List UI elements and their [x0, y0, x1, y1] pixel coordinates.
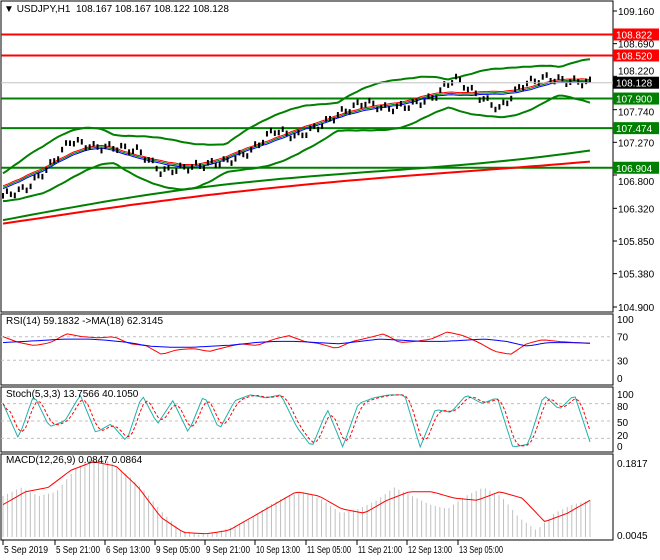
bollinger-upper: [2, 58, 591, 175]
panel-0: [0, 0, 614, 313]
price-tick-label: 108.690: [618, 39, 655, 50]
price-tick-label: 106.800: [618, 177, 655, 188]
time-label: 5 Sep 2019: [4, 545, 48, 556]
price-tick-label: 107.740: [618, 108, 655, 119]
current-price-label: 108.128: [616, 79, 653, 90]
macd-axis-label: 0.0045: [617, 531, 648, 542]
time-label: 9 Sep 05:00: [156, 545, 200, 556]
level-tag-label: 106.904: [616, 164, 653, 175]
time-label: 10 Sep 13:00: [256, 545, 300, 556]
rsi-ma-line: [2, 338, 591, 348]
rsi-line: [2, 331, 591, 355]
stoch-axis-label: 100: [617, 390, 634, 401]
price-tick-label: 106.320: [618, 204, 655, 215]
rsi-axis-label: 70: [617, 333, 629, 344]
time-label: 9 Sep 21:00: [206, 545, 250, 556]
price-tick-label: 104.900: [618, 303, 655, 314]
stoch-axis-label: 0: [617, 442, 623, 453]
symbol-label: USDJPY,H1: [16, 4, 71, 15]
price-tick-label: 109.160: [618, 7, 655, 18]
price-tick-label: 105.380: [618, 270, 655, 281]
price-tick-label: 107.270: [618, 138, 655, 149]
chart-header: ▼ USDJPY,H1 108.167 108.167 108.122 108.…: [4, 4, 229, 15]
rsi-axis-label: 30: [617, 356, 629, 367]
collapse-triangle-icon[interactable]: ▼: [4, 4, 14, 15]
rsi-axis-label: 100: [617, 315, 634, 326]
level-tag: [613, 49, 659, 62]
panel-3: [0, 453, 614, 541]
macd-signal-line: [2, 461, 591, 535]
stoch-axis-label: 50: [617, 418, 629, 429]
time-label: 6 Sep 13:00: [106, 545, 150, 556]
time-label: 11 Sep 05:00: [307, 545, 351, 556]
level-tag: [613, 122, 659, 135]
time-label: 13 Sep 05:00: [459, 545, 503, 556]
bollinger-lower: [2, 94, 591, 203]
stoch-label: Stoch(5,3,3) 13.7566 40.1050: [6, 389, 139, 400]
ohlc-values: 108.167 108.167 108.122 108.128: [75, 4, 229, 15]
stoch-axis-label: 80: [617, 402, 629, 413]
macd-axis-label: 0.1817: [617, 459, 648, 470]
stoch-axis-label: 20: [617, 431, 629, 442]
ma-fast-red: [2, 78, 591, 187]
price-tick-label: 108.220: [618, 67, 655, 78]
time-label: 5 Sep 21:00: [56, 545, 100, 556]
level-tag-label: 108.822: [616, 30, 653, 41]
ma-slow-line: [2, 149, 591, 222]
level-tag-label: 107.900: [616, 95, 653, 106]
bollinger-middle: [2, 79, 591, 188]
time-label: 12 Sep 13:00: [408, 545, 452, 556]
price-tick-label: 105.850: [618, 237, 655, 248]
level-tag-label: 107.474: [616, 124, 653, 135]
panel-1: [0, 313, 614, 386]
stoch-main-line: [2, 394, 591, 449]
level-tag: [613, 92, 659, 105]
rsi-label: RSI(14) 59.1832 ->MA(18) 62.3145: [6, 316, 164, 327]
ma-red-line: [2, 160, 591, 225]
level-tag-label: 108.520: [616, 51, 653, 62]
current-price-tag: [613, 76, 659, 89]
macd-label: MACD(12,26,9) 0.0847 0.0864: [6, 455, 143, 466]
time-label: 11 Sep 21:00: [358, 545, 402, 556]
level-tag: [613, 161, 659, 174]
stoch-signal-line: [2, 394, 591, 447]
rsi-axis-label: 0: [617, 374, 623, 385]
level-tag: [613, 28, 659, 41]
